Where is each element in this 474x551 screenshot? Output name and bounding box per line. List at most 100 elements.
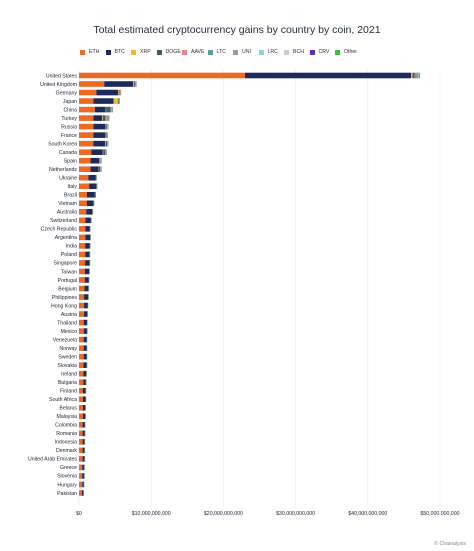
category-label: Norway bbox=[59, 346, 77, 352]
legend-label: ETH bbox=[89, 49, 100, 55]
legend-item: LRC bbox=[258, 47, 278, 57]
legend-label: BTC bbox=[114, 49, 125, 55]
category-label: Brazil bbox=[64, 193, 77, 199]
category-label: Japan bbox=[63, 99, 77, 105]
bar-segment bbox=[79, 200, 87, 207]
legend-label: CRV bbox=[318, 49, 330, 55]
category-label: United Arab Emirates bbox=[28, 457, 77, 463]
bar-segment bbox=[79, 319, 84, 326]
category-label: Netherlands bbox=[49, 167, 77, 173]
bar-segment bbox=[79, 404, 83, 411]
legend-label: DOGE bbox=[165, 49, 181, 55]
bar-segment bbox=[133, 81, 135, 87]
bar-segment bbox=[84, 277, 89, 283]
bar-segment bbox=[79, 209, 87, 215]
bar-segment bbox=[79, 226, 86, 232]
bar-segment bbox=[85, 226, 90, 232]
category-label: United Kingdom bbox=[40, 82, 77, 88]
bar-segment bbox=[79, 353, 84, 360]
category-label: France bbox=[61, 133, 77, 139]
category-label: Belarus bbox=[59, 406, 77, 412]
bar-segment bbox=[93, 140, 105, 147]
x-tick-label: $10,000,000,000 bbox=[132, 511, 171, 517]
bar-segment bbox=[118, 89, 120, 96]
bar-segment bbox=[79, 98, 94, 104]
bar-segment bbox=[81, 490, 84, 496]
category-label: Denmark bbox=[56, 448, 77, 454]
bar-segment bbox=[83, 370, 87, 377]
bar-segment bbox=[83, 319, 87, 326]
bar-segment bbox=[91, 149, 103, 155]
bar-segment bbox=[84, 285, 89, 292]
bar-segment bbox=[79, 251, 86, 258]
bar-segment bbox=[79, 447, 83, 454]
legend-item: UNI bbox=[233, 47, 251, 57]
category-label: Turkey bbox=[61, 116, 77, 122]
bar-segment bbox=[85, 251, 90, 258]
bar-segment bbox=[95, 174, 97, 181]
bar-segment bbox=[79, 302, 85, 309]
bar-segment bbox=[79, 422, 83, 428]
bar-segment bbox=[105, 149, 107, 155]
bar-segment bbox=[104, 140, 106, 147]
bar-segment bbox=[83, 379, 86, 386]
legend-swatch bbox=[207, 49, 213, 55]
bar-segment bbox=[104, 81, 134, 87]
category-label: Greece bbox=[60, 465, 77, 471]
bar-segment bbox=[103, 149, 106, 155]
bar-segment bbox=[79, 234, 86, 241]
bar-segment bbox=[86, 200, 94, 207]
bar-segment bbox=[79, 336, 84, 343]
bar-segment bbox=[79, 72, 246, 79]
bar-segment bbox=[79, 464, 83, 471]
category-label: Philippines bbox=[52, 295, 77, 301]
category-label: Mexico bbox=[61, 329, 78, 335]
category-label: Vietnam bbox=[58, 201, 77, 207]
bar-segment bbox=[79, 260, 86, 266]
legend-swatch bbox=[258, 49, 264, 55]
legend-label: UNI bbox=[242, 49, 251, 55]
category-label: Hong Kong bbox=[51, 303, 77, 309]
x-tick-label: $50,000,000,000 bbox=[421, 511, 460, 517]
legend-swatch bbox=[131, 49, 136, 55]
bar-segment bbox=[82, 456, 85, 462]
copyright-icon: © bbox=[434, 541, 439, 547]
bar-segment bbox=[100, 157, 102, 164]
bar-segment bbox=[90, 166, 99, 173]
bar-segment bbox=[93, 132, 105, 138]
x-tick-label: $30,000,000,000 bbox=[276, 511, 315, 517]
bar-segment bbox=[79, 132, 94, 138]
bar-segment bbox=[96, 89, 118, 96]
category-label: Finland bbox=[60, 389, 77, 395]
bar-segment bbox=[79, 149, 92, 155]
bar-segment bbox=[85, 260, 90, 266]
category-label: Australia bbox=[57, 210, 77, 216]
category-label: Malaysia bbox=[57, 414, 78, 420]
bar-segment bbox=[82, 464, 85, 471]
bar-segment bbox=[84, 311, 88, 317]
bar-segment bbox=[82, 413, 86, 420]
bar-segment bbox=[88, 174, 96, 181]
bar-segment bbox=[93, 98, 114, 104]
bar-segment bbox=[79, 456, 83, 462]
bar-segment bbox=[79, 277, 85, 283]
category-label: Bulgaria bbox=[58, 380, 77, 386]
category-label: United States bbox=[46, 73, 78, 79]
bar-segment bbox=[82, 473, 85, 479]
chart-title: Total estimated cryptocurrency gains by … bbox=[93, 24, 381, 36]
category-label: Portugal bbox=[58, 278, 77, 284]
bar-segment bbox=[85, 243, 90, 249]
bar-segment bbox=[83, 345, 87, 351]
bar-segment bbox=[79, 89, 97, 96]
bar-segment bbox=[83, 362, 87, 368]
bar-segment bbox=[79, 396, 83, 403]
bar-segment bbox=[99, 157, 101, 164]
legend-swatch bbox=[233, 49, 238, 55]
x-tick-label: $40,000,000,000 bbox=[348, 511, 387, 517]
legend-swatch bbox=[182, 49, 187, 55]
bar-segment bbox=[79, 183, 90, 190]
credit-text: Chainalysis bbox=[439, 541, 466, 547]
bar-segment bbox=[98, 166, 101, 173]
bar-segment bbox=[79, 191, 87, 198]
bar-segment bbox=[79, 481, 83, 488]
